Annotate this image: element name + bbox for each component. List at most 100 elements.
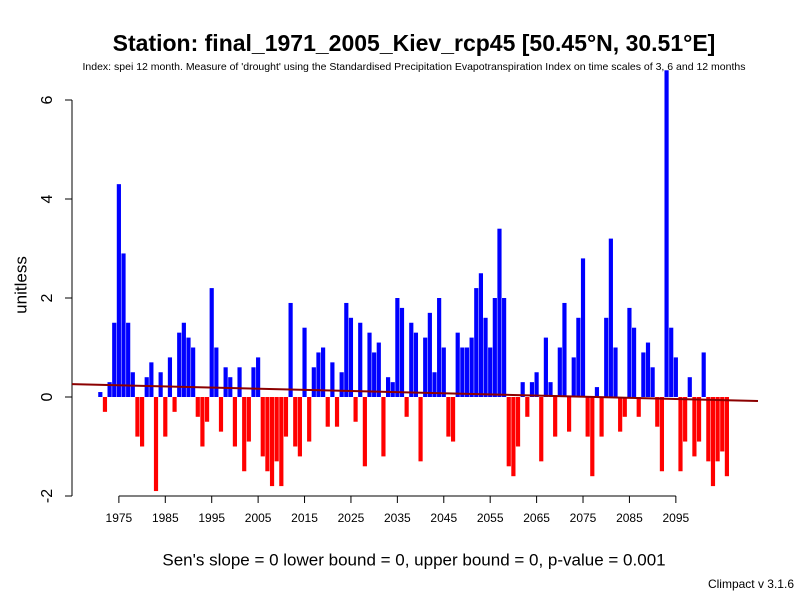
bar bbox=[195, 397, 200, 417]
y-axis-label: unitless bbox=[11, 256, 30, 314]
bar bbox=[580, 258, 586, 397]
x-tick-label: 2045 bbox=[430, 511, 457, 525]
bar bbox=[599, 397, 604, 437]
bar bbox=[200, 397, 205, 447]
y-tick-label: 6 bbox=[39, 95, 56, 104]
bar bbox=[525, 397, 530, 417]
x-tick-label: 2015 bbox=[291, 511, 318, 525]
bar bbox=[571, 357, 576, 397]
x-tick-label: 2005 bbox=[245, 511, 272, 525]
bar bbox=[204, 397, 210, 422]
bar bbox=[455, 332, 460, 397]
bar bbox=[218, 397, 224, 432]
bar bbox=[242, 397, 247, 472]
bar bbox=[441, 347, 446, 397]
bar bbox=[330, 362, 335, 397]
bar bbox=[256, 357, 261, 397]
bar bbox=[390, 382, 395, 397]
bar bbox=[613, 347, 618, 397]
credit: Climpact v 3.1.6 bbox=[708, 577, 794, 591]
x-tick-label: 2095 bbox=[662, 511, 689, 525]
bar bbox=[701, 352, 706, 397]
bar bbox=[687, 377, 692, 397]
bar bbox=[311, 367, 316, 397]
bar bbox=[126, 322, 131, 397]
bar bbox=[539, 397, 544, 462]
bar bbox=[362, 397, 367, 467]
bar bbox=[557, 347, 562, 397]
bar bbox=[246, 397, 251, 442]
bar bbox=[177, 332, 182, 397]
x-tick-label: 1975 bbox=[106, 511, 133, 525]
bar bbox=[144, 377, 149, 397]
bar bbox=[464, 347, 470, 397]
bar bbox=[590, 397, 595, 477]
bar bbox=[269, 397, 275, 487]
bar bbox=[515, 397, 521, 447]
bar bbox=[715, 397, 720, 462]
bar bbox=[706, 397, 711, 462]
bar bbox=[181, 322, 186, 397]
bar bbox=[655, 397, 660, 427]
bar bbox=[418, 397, 423, 462]
bar bbox=[460, 347, 465, 397]
bar bbox=[385, 377, 391, 397]
bar bbox=[381, 397, 386, 457]
bar bbox=[153, 397, 159, 492]
bar bbox=[664, 70, 669, 398]
bar bbox=[344, 302, 349, 397]
bar bbox=[608, 238, 613, 397]
bar bbox=[562, 302, 567, 397]
bar bbox=[618, 397, 623, 432]
bar bbox=[353, 397, 358, 422]
bar bbox=[172, 397, 177, 412]
bar bbox=[274, 397, 279, 462]
bar bbox=[186, 337, 191, 397]
chart-title: Station: final_1971_2005_Kiev_rcp45 [50.… bbox=[113, 30, 716, 56]
bar bbox=[409, 322, 414, 397]
bar bbox=[307, 397, 312, 442]
bar bbox=[237, 367, 242, 397]
bar bbox=[283, 397, 289, 437]
bar bbox=[594, 387, 600, 397]
bar bbox=[659, 397, 665, 472]
bar bbox=[631, 327, 637, 397]
bar bbox=[214, 347, 219, 397]
bar bbox=[567, 397, 572, 432]
bar bbox=[488, 347, 493, 397]
bar bbox=[348, 317, 354, 397]
bar bbox=[358, 322, 363, 397]
bar bbox=[116, 184, 121, 397]
bar bbox=[724, 397, 729, 477]
bar bbox=[413, 332, 419, 397]
bar bbox=[376, 342, 381, 397]
bar bbox=[427, 312, 432, 397]
bar bbox=[112, 322, 117, 397]
x-tick-label: 2025 bbox=[338, 511, 365, 525]
y-tick-label: 0 bbox=[39, 392, 56, 401]
bar bbox=[622, 397, 627, 417]
bar bbox=[720, 397, 725, 452]
bar bbox=[446, 397, 451, 437]
bar bbox=[372, 352, 377, 397]
bar bbox=[529, 382, 535, 397]
x-tick-label: 1995 bbox=[198, 511, 225, 525]
footer-stats: Sen's slope = 0 lower bound = 0, upper b… bbox=[162, 550, 665, 569]
bar bbox=[437, 298, 442, 397]
bar bbox=[191, 347, 196, 397]
bar bbox=[492, 298, 497, 397]
bar bbox=[645, 342, 651, 397]
bar bbox=[139, 397, 145, 447]
bar bbox=[548, 382, 553, 397]
bar bbox=[683, 397, 688, 442]
x-tick-label: 2055 bbox=[477, 511, 504, 525]
bar bbox=[163, 397, 168, 437]
bar bbox=[316, 352, 321, 397]
x-tick-label: 2075 bbox=[570, 511, 597, 525]
bar bbox=[534, 372, 539, 397]
bar bbox=[641, 352, 646, 397]
bar bbox=[585, 397, 590, 437]
bar bbox=[669, 327, 674, 397]
bar bbox=[576, 317, 581, 397]
